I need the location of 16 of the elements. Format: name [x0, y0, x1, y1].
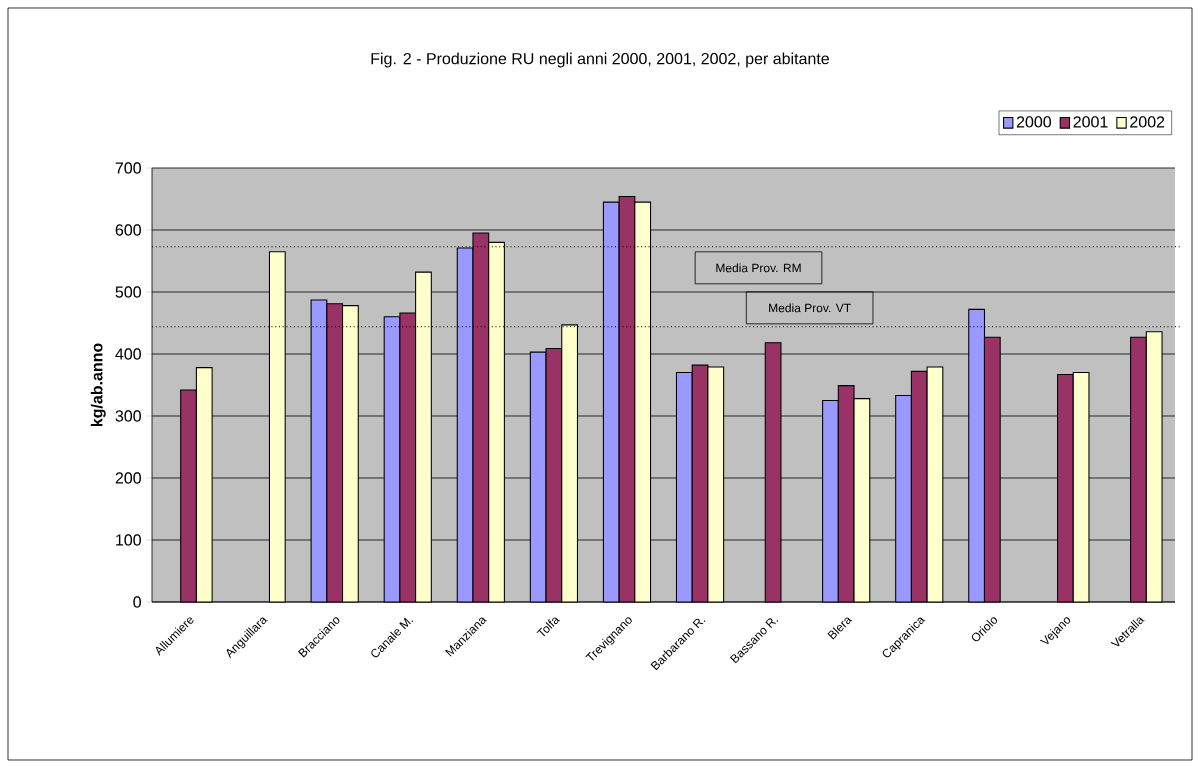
legend-label: 2002	[1130, 116, 1165, 128]
y-tick-label: 600	[115, 224, 141, 236]
y-axis-title: kg/ab.anno	[90, 343, 106, 427]
y-tick-label: 0	[133, 596, 141, 608]
chart-title: Fig. 2 - Produzione RU negli anni 2000, 2001, 2002, per abitante	[371, 52, 829, 68]
ref-line-label: Media Prov. RM	[716, 263, 801, 273]
x-tick-label: Tolfa	[536, 617, 561, 637]
y-tick-label: 700	[115, 162, 141, 174]
y-tick-label: 400	[115, 348, 141, 360]
y-tick-label: 300	[115, 410, 141, 422]
ref-line-label: Media Prov. VT	[769, 303, 851, 313]
legend-label: 2001	[1073, 116, 1108, 128]
legend-label: 2000	[1016, 116, 1052, 128]
y-tick-label: 200	[115, 472, 141, 484]
y-tick-label: 500	[115, 286, 141, 298]
y-tick-label: 100	[116, 534, 141, 546]
